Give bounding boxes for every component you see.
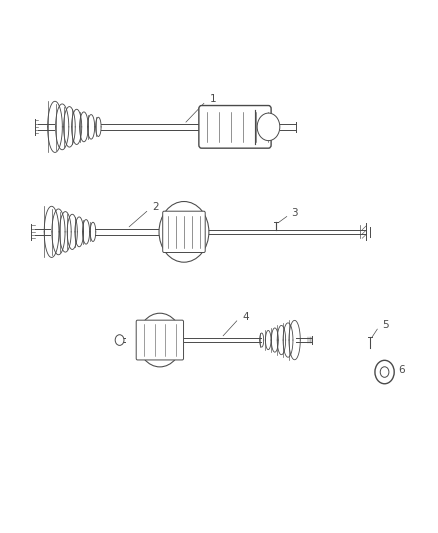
Circle shape [115, 335, 124, 345]
Circle shape [380, 367, 389, 377]
Text: 6: 6 [399, 365, 405, 375]
FancyBboxPatch shape [162, 211, 205, 253]
Text: 3: 3 [291, 208, 298, 218]
FancyBboxPatch shape [136, 320, 184, 360]
Text: 5: 5 [382, 320, 389, 330]
FancyBboxPatch shape [199, 106, 271, 148]
Text: 2: 2 [152, 203, 159, 212]
Circle shape [138, 313, 182, 367]
Text: 4: 4 [242, 312, 249, 321]
Circle shape [159, 201, 209, 262]
Circle shape [257, 113, 280, 141]
Circle shape [375, 360, 394, 384]
Text: 1: 1 [209, 94, 216, 104]
